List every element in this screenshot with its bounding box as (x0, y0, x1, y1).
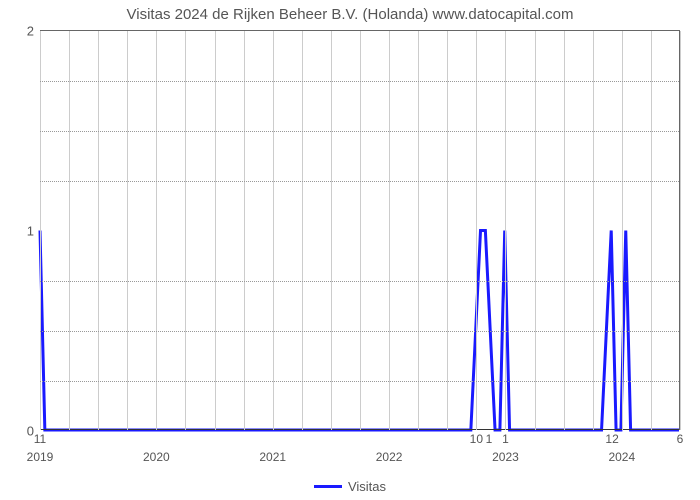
gridline-v (215, 31, 216, 430)
x-annotation-label: 1 (502, 432, 509, 446)
y-tick-label: 2 (27, 24, 34, 39)
gridline-v (476, 31, 477, 430)
x-year-label: 2020 (143, 450, 170, 464)
chart-title: Visitas 2024 de Rijken Beheer B.V. (Hola… (0, 6, 700, 23)
x-annotation-label: 6 (677, 432, 684, 446)
gridline-v (360, 31, 361, 430)
x-annotation-label: 1 (486, 432, 493, 446)
legend: Visitas (0, 478, 700, 494)
gridline-h (40, 131, 679, 132)
gridline-h (40, 281, 679, 282)
x-annotation-label: 10 (470, 432, 483, 446)
gridline-v (622, 31, 623, 430)
chart-container: Visitas 2024 de Rijken Beheer B.V. (Hola… (0, 0, 700, 500)
y-tick-label: 1 (27, 224, 34, 239)
legend-swatch (314, 485, 342, 488)
gridline-h (40, 81, 679, 82)
gridline-v (273, 31, 274, 430)
gridline-v (127, 31, 128, 430)
x-year-label: 2024 (608, 450, 635, 464)
gridline-v (447, 31, 448, 430)
gridline-v (564, 31, 565, 430)
gridline-v (69, 31, 70, 430)
gridline-v (40, 31, 41, 430)
gridline-v (680, 31, 681, 430)
x-year-label: 2021 (259, 450, 286, 464)
gridline-v (535, 31, 536, 430)
gridline-h (40, 331, 679, 332)
gridline-v (302, 31, 303, 430)
x-year-label: 2022 (376, 450, 403, 464)
gridline-v (156, 31, 157, 430)
x-year-label: 2023 (492, 450, 519, 464)
gridline-h (40, 181, 679, 182)
x-annotation-label: 11 (34, 432, 46, 446)
gridline-v (651, 31, 652, 430)
legend-label: Visitas (348, 479, 386, 494)
gridline-v (185, 31, 186, 430)
gridline-v (593, 31, 594, 430)
gridline-v (331, 31, 332, 430)
gridline-v (389, 31, 390, 430)
x-year-label: 2019 (27, 450, 54, 464)
plot-area: 012201920202021202220232024111011126 (40, 30, 680, 430)
gridline-v (505, 31, 506, 430)
gridline-v (418, 31, 419, 430)
gridline-v (244, 31, 245, 430)
x-annotation-label: 12 (605, 432, 618, 446)
gridline-h (40, 381, 679, 382)
gridline-v (98, 31, 99, 430)
